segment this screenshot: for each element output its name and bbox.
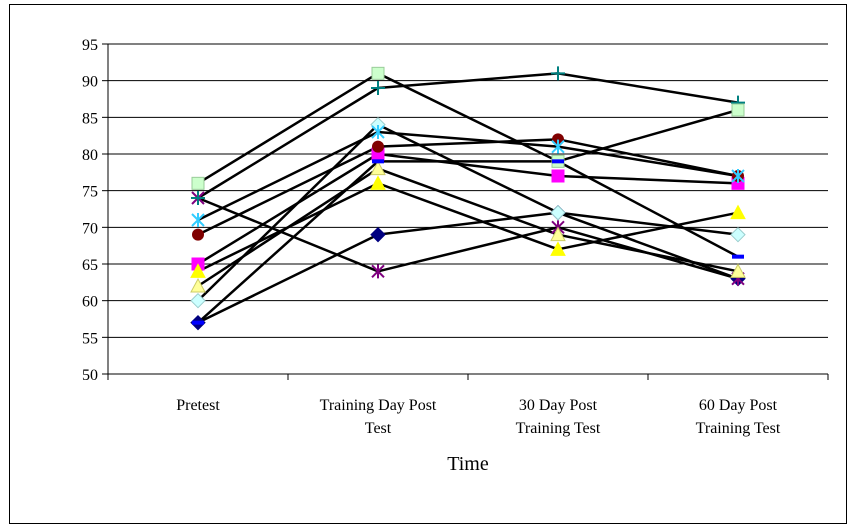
data-point — [730, 263, 746, 278]
data-point — [192, 320, 204, 325]
data-point — [372, 159, 384, 164]
data-point — [731, 103, 745, 117]
data-point — [550, 241, 566, 256]
series-line — [197, 160, 739, 324]
y-tick-label: 95 — [82, 37, 98, 54]
series-line — [197, 152, 739, 266]
x-tick-label: 30 Day Post Training Test — [516, 397, 601, 437]
data-point — [551, 169, 565, 183]
series-line — [197, 123, 739, 302]
data-point — [370, 175, 386, 190]
y-tick-label: 60 — [82, 294, 98, 311]
line-chart: 50 55 60 65 70 75 80 85 90 95 Pretest Training Day… — [82, 37, 829, 475]
series-line — [197, 196, 739, 280]
y-tick-labels: 50 55 60 65 70 75 80 85 90 95 — [82, 37, 98, 384]
data-point — [190, 292, 206, 309]
data-point — [191, 176, 205, 190]
series-line — [197, 211, 739, 324]
series-lines — [197, 72, 739, 324]
y-tick-label: 55 — [82, 330, 98, 347]
data-point — [371, 81, 385, 95]
x-tick-labels: Pretest Training Day Post Test 30 Day Post T… — [176, 397, 781, 437]
series-line — [197, 138, 739, 236]
data-point — [372, 140, 384, 153]
x-tick-label: Training Day Post Test — [320, 397, 437, 437]
data-point — [371, 66, 385, 80]
series-line — [197, 130, 739, 222]
data-point — [191, 213, 205, 227]
series-line — [197, 72, 739, 200]
data-point — [191, 191, 205, 205]
data-point — [551, 66, 565, 81]
data-point — [192, 228, 204, 241]
y-tick-label: 70 — [82, 220, 98, 237]
y-tick-label: 65 — [82, 257, 98, 274]
data-point — [550, 226, 566, 242]
data-point — [370, 160, 386, 176]
data-point — [552, 159, 564, 164]
series-markers — [190, 66, 746, 331]
data-point — [371, 264, 385, 279]
x-axis-label: Time — [447, 453, 489, 475]
data-point — [731, 169, 745, 183]
y-tick-label: 90 — [82, 74, 98, 91]
data-point — [370, 226, 386, 243]
series-line — [197, 167, 739, 288]
y-tick-label: 75 — [82, 184, 98, 201]
x-tick-label: 60 Day Post Training Test — [696, 397, 781, 437]
data-point — [730, 226, 746, 243]
data-point — [551, 139, 565, 154]
y-tick-label: 80 — [82, 147, 98, 164]
x-tick-label: Pretest — [176, 397, 220, 414]
data-point — [730, 204, 746, 220]
data-point — [371, 125, 385, 139]
axes — [102, 43, 829, 380]
data-point — [190, 277, 206, 293]
series-line — [197, 72, 739, 185]
gridlines — [108, 43, 828, 375]
data-point — [550, 204, 566, 221]
y-tick-label: 85 — [82, 110, 98, 127]
data-point — [732, 254, 744, 259]
y-tick-label: 50 — [82, 367, 98, 384]
data-point — [190, 263, 206, 278]
